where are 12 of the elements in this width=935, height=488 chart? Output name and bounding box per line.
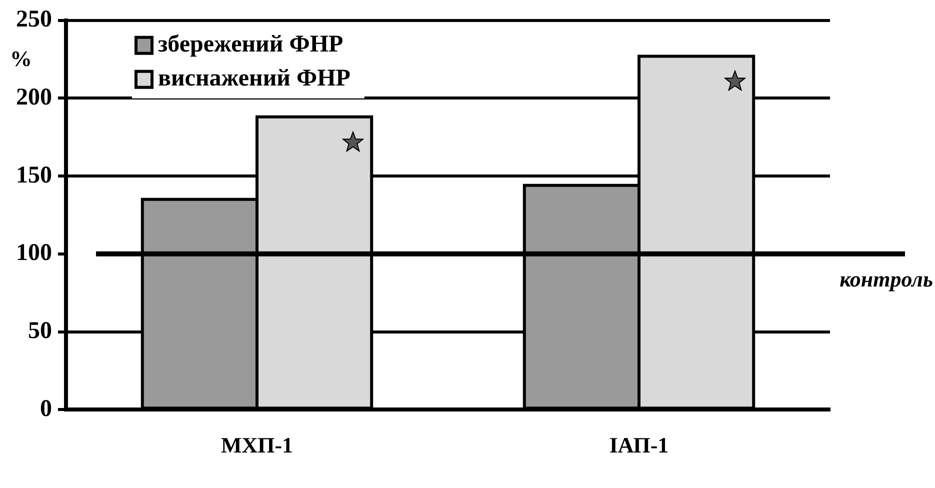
legend-label: збережений ФНР <box>158 32 344 58</box>
y-tick-label: 200 <box>16 84 52 110</box>
y-tick-label: 50 <box>28 318 52 344</box>
y-axis-title: % <box>10 46 32 72</box>
y-tick-label: 250 <box>16 6 52 33</box>
y-tick-label: 150 <box>16 162 52 188</box>
x-tick-label: ІАП-1 <box>609 432 669 458</box>
y-tick-label: 0 <box>40 396 52 422</box>
legend-label: виснажений ФНР <box>158 66 350 92</box>
ref-line-label: контроль <box>840 266 933 292</box>
x-tick-label: МХП-1 <box>220 432 294 458</box>
y-tick-label: 100 <box>16 240 52 266</box>
